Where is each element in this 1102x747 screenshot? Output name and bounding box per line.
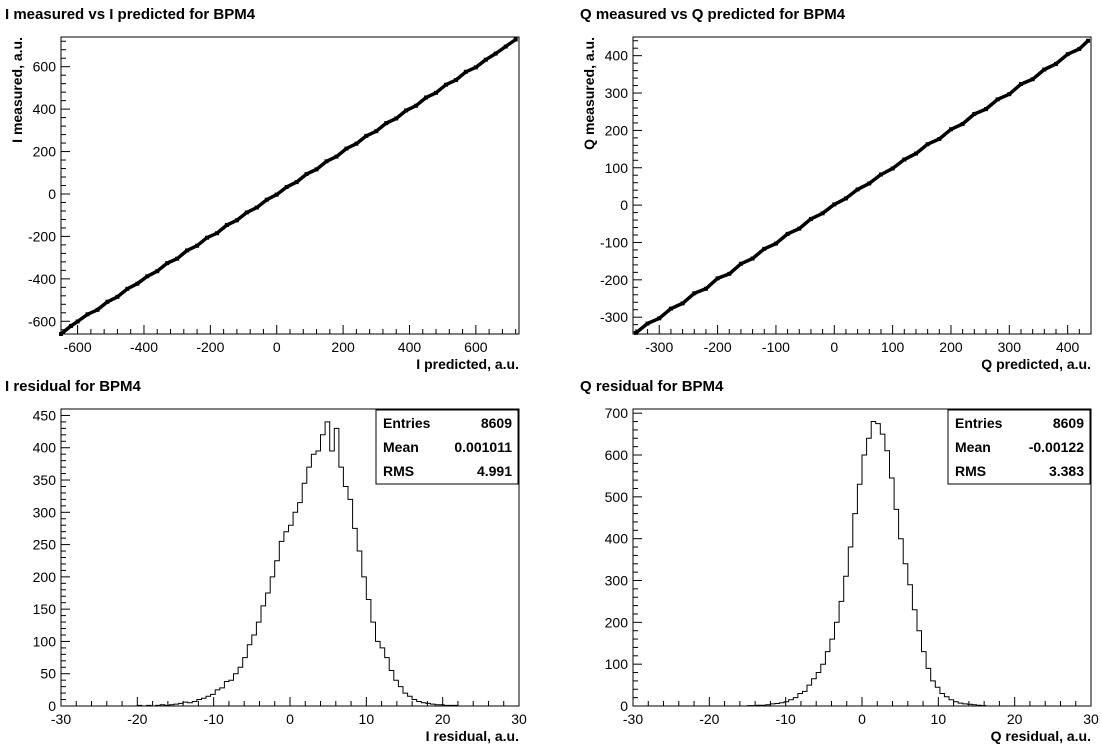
x-tick-label: 200 [331, 339, 355, 355]
stats-label: RMS [955, 463, 986, 479]
x-tick-label: 400 [398, 339, 422, 355]
x-tick-label: 10 [359, 711, 375, 727]
y-tick-label: -400 [28, 271, 56, 287]
stats-value: 0.001011 [454, 439, 512, 455]
y-tick-label: 50 [40, 666, 56, 682]
chart-title: Q residual for BPM4 [580, 378, 724, 395]
x-tick-label: 0 [858, 711, 866, 727]
x-tick-label: -200 [704, 339, 732, 355]
x-axis-title: Q residual, a.u. [991, 728, 1091, 744]
stats-label: Entries [383, 415, 431, 431]
y-tick-label: 600 [605, 447, 629, 463]
y-tick-label: -200 [28, 228, 56, 244]
x-tick-label: 0 [286, 711, 294, 727]
y-tick-label: 350 [33, 472, 57, 488]
y-tick-label: 400 [605, 48, 629, 64]
y-tick-label: 200 [605, 614, 629, 630]
stats-value: 4.991 [477, 463, 512, 479]
y-tick-label: 400 [33, 440, 57, 456]
x-tick-label: -300 [645, 339, 673, 355]
y-tick-label: 100 [605, 656, 629, 672]
y-tick-label: -200 [600, 272, 628, 288]
y-tick-label: 300 [605, 573, 629, 589]
x-axis-title: I predicted, a.u. [416, 356, 519, 372]
stats-value: 3.383 [1049, 463, 1084, 479]
y-tick-label: -600 [28, 313, 56, 329]
y-tick-label: 700 [605, 405, 629, 421]
x-tick-label: 20 [1007, 711, 1023, 727]
plot-frame [632, 36, 1092, 335]
stats-value: 8609 [481, 415, 512, 431]
stats-box: Entries 8609 Mean 0.001011 RMS 4.991 [375, 409, 519, 485]
x-tick-label: 30 [1083, 711, 1099, 727]
x-tick-label: 600 [464, 339, 488, 355]
x-tick-label: 0 [273, 339, 281, 355]
y-tick-label: 0 [620, 197, 628, 213]
x-tick-label: -10 [776, 711, 796, 727]
x-tick-label: -200 [196, 339, 224, 355]
x-tick-label: -30 [623, 711, 643, 727]
x-tick-label: 20 [435, 711, 451, 727]
y-tick-label: 300 [605, 85, 629, 101]
y-tick-label: 300 [33, 504, 57, 520]
y-axis-title: I measured, a.u. [9, 37, 25, 143]
y-tick-label: 250 [33, 537, 57, 553]
x-tick-label: -10 [204, 711, 224, 727]
chart-2: Q measured vs Q predicted for BPM4 -300 -2… [580, 6, 1092, 372]
x-tick-label: 10 [931, 711, 947, 727]
x-tick-label: 200 [939, 339, 963, 355]
y-axis-title: Q measured, a.u. [581, 37, 597, 150]
x-tick-label: 100 [881, 339, 905, 355]
point-band [634, 39, 1090, 335]
y-tick-label: 100 [33, 633, 57, 649]
histogram-outline [633, 421, 1091, 707]
y-tick-label: 400 [605, 531, 629, 547]
y-tick-label: 200 [33, 569, 57, 585]
x-tick-label: -30 [51, 711, 71, 727]
x-tick-label: -20 [127, 711, 147, 727]
x-tick-label: -600 [64, 339, 92, 355]
x-tick-label: -400 [130, 339, 158, 355]
y-tick-label: 600 [33, 59, 57, 75]
y-tick-label: 200 [33, 144, 57, 160]
y-tick-label: 0 [48, 698, 56, 714]
point-band [59, 38, 517, 336]
x-tick-label: 0 [830, 339, 838, 355]
chart-title: I measured vs I predicted for BPM4 [5, 6, 256, 23]
y-tick-label: 0 [48, 186, 56, 202]
chart-3: I residual for BPM4-30 -20 -10 0 10 20 3005010… [5, 378, 527, 744]
x-axis-title: I residual, a.u. [426, 728, 519, 744]
stats-label: Mean [955, 439, 991, 455]
stats-frame [375, 409, 519, 485]
stats-value: 8609 [1053, 415, 1084, 431]
stats-label: RMS [383, 463, 414, 479]
y-tick-label: 0 [620, 698, 628, 714]
chart-title: Q measured vs Q predicted for BPM4 [580, 6, 846, 23]
stats-frame [947, 409, 1091, 485]
y-tick-label: 450 [33, 407, 57, 423]
y-tick-label: 150 [33, 601, 57, 617]
stats-box: Entries 8609 Mean -0.00122 RMS 3.383 [947, 409, 1091, 485]
chart-title: I residual for BPM4 [5, 378, 142, 395]
stats-value: -0.00122 [1029, 439, 1084, 455]
x-tick-label: 30 [511, 711, 527, 727]
y-tick-label: 100 [605, 160, 629, 176]
y-tick-label: 200 [605, 122, 629, 138]
x-tick-label: -100 [762, 339, 790, 355]
chart-4: Q residual for BPM4-30 -20 -10 0 10 20 3001002… [580, 378, 1099, 744]
y-tick-label: 500 [605, 489, 629, 505]
y-tick-label: -100 [600, 234, 628, 250]
x-tick-label: 300 [998, 339, 1022, 355]
chart-1: I measured vs I predicted for BPM4 -600 -4… [5, 6, 520, 372]
histogram-outline [61, 421, 519, 707]
stats-label: Mean [383, 439, 419, 455]
x-axis-title: Q predicted, a.u. [981, 356, 1091, 372]
y-tick-label: -300 [600, 309, 628, 325]
x-tick-label: 400 [1056, 339, 1080, 355]
x-tick-label: -20 [699, 711, 719, 727]
y-tick-label: 400 [33, 101, 57, 117]
stats-label: Entries [955, 415, 1003, 431]
